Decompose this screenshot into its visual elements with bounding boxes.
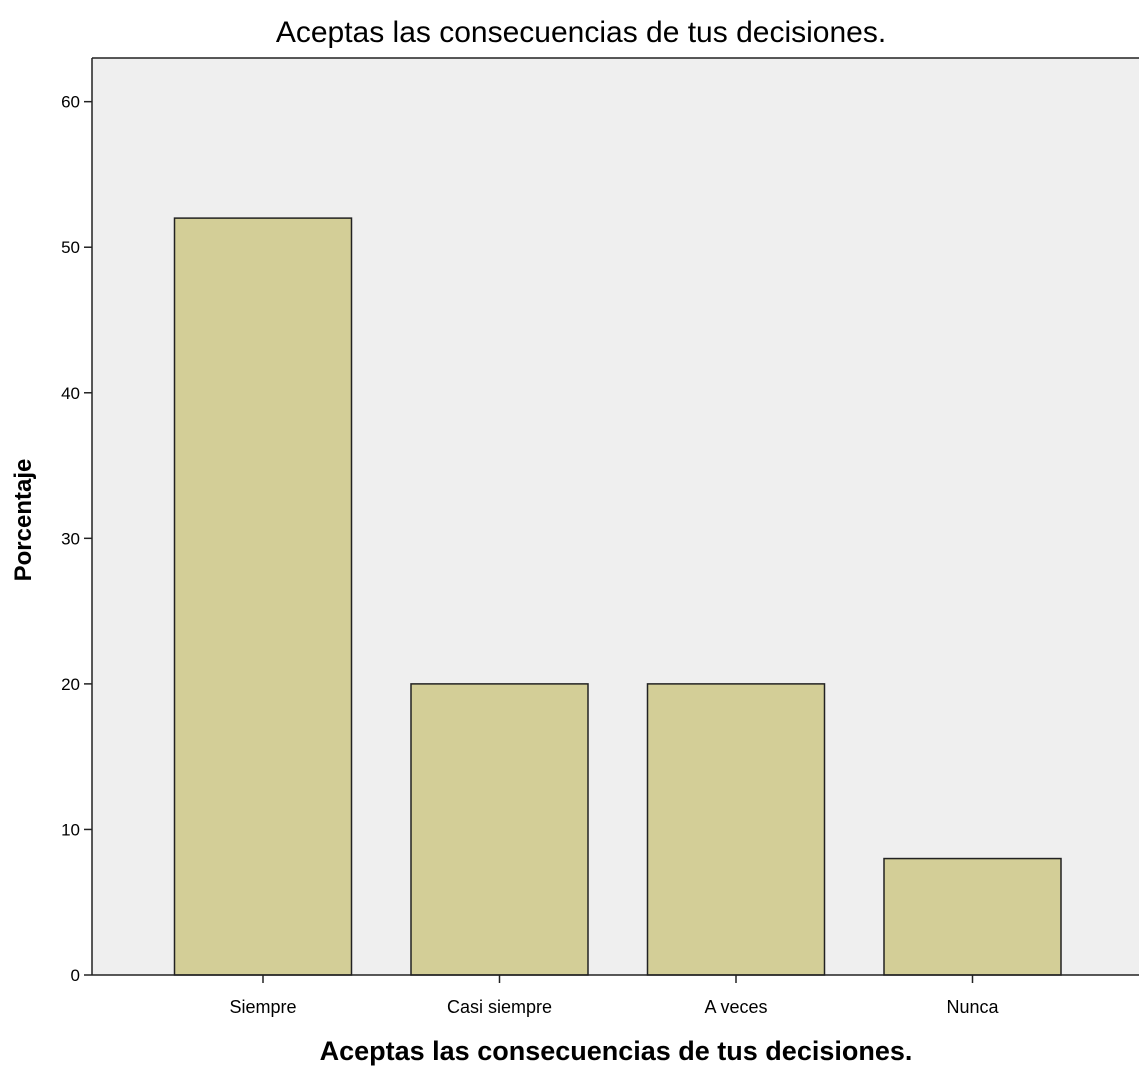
- x-tick-label: Nunca: [946, 997, 999, 1017]
- x-tick-label: Siempre: [229, 997, 296, 1017]
- x-axis-label: Aceptas las consecuencias de tus decisio…: [320, 1036, 913, 1066]
- bar-siempre: [173, 217, 353, 976]
- y-ticks-group: 0 10 20 30 40 50 60: [61, 93, 92, 985]
- y-axis-label: Porcentaje: [10, 459, 37, 582]
- y-tick-label: 40: [61, 384, 80, 403]
- y-tick-label: 0: [71, 966, 80, 985]
- x-ticks-group: Siempre Casi siempre A veces Nunca: [229, 975, 1000, 1017]
- bar-nunca: [883, 857, 1062, 976]
- y-tick-label: 10: [61, 820, 80, 839]
- chart-title: Aceptas las consecuencias de tus decisio…: [276, 16, 886, 49]
- x-tick-label: Casi siempre: [447, 997, 552, 1017]
- y-tick-label: 60: [61, 93, 80, 112]
- bar-a-veces: [646, 683, 826, 976]
- x-tick-label: A veces: [704, 997, 767, 1017]
- bar-casi-siempre: [410, 683, 589, 976]
- bars-group: [173, 217, 1062, 976]
- y-tick-label: 50: [61, 238, 80, 257]
- y-tick-label: 30: [61, 529, 80, 548]
- y-tick-label: 20: [61, 675, 80, 694]
